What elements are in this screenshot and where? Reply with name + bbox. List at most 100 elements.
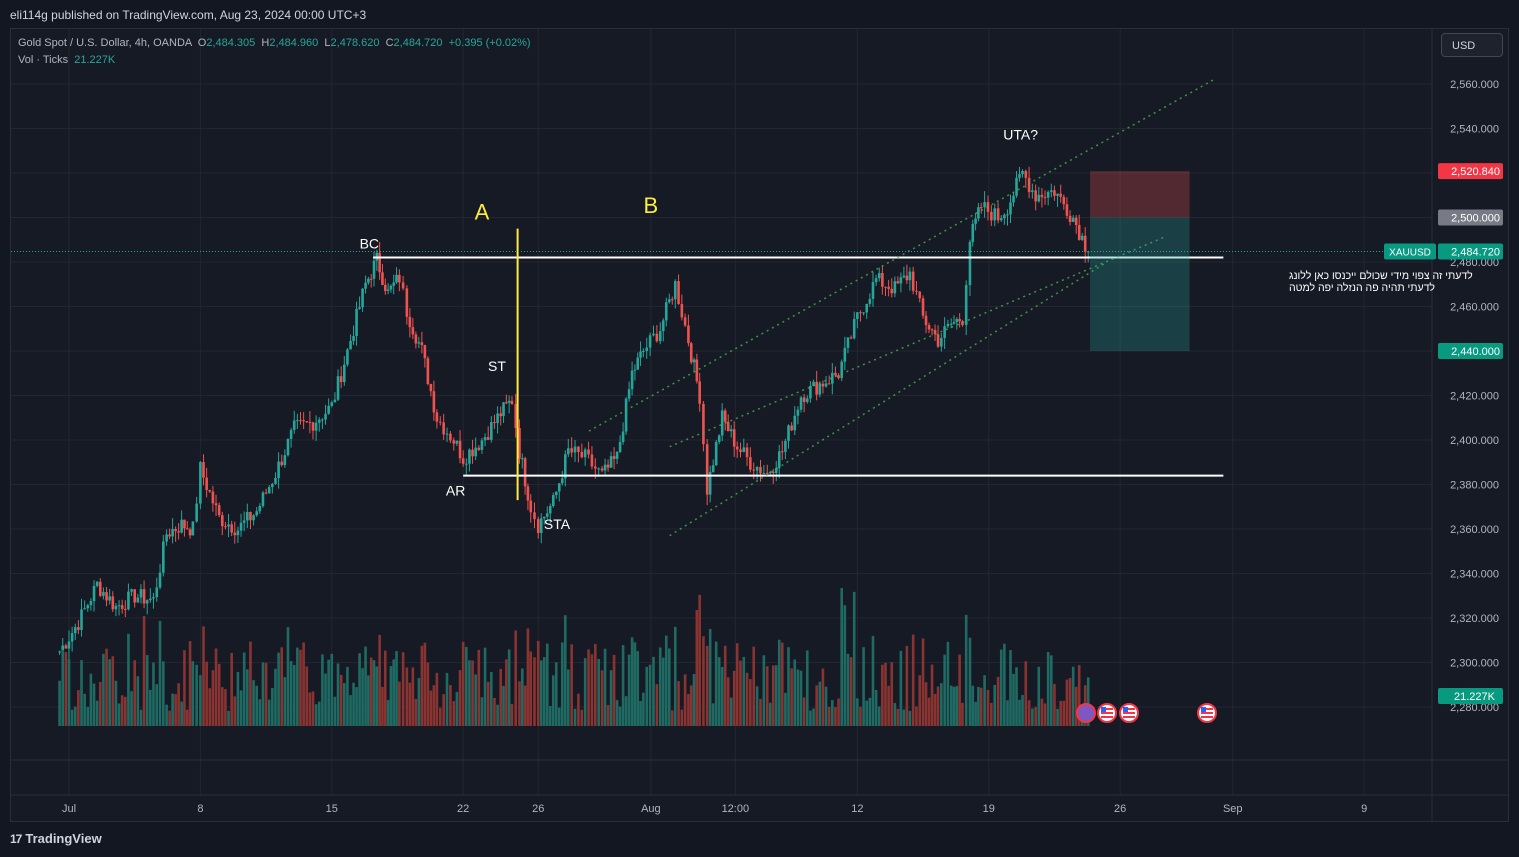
volume-bar [526,628,530,726]
candle-body [496,413,499,424]
candle-body [214,503,218,506]
volume-bar [455,691,459,726]
volume-bar [514,630,518,726]
volume-bar [208,688,212,726]
volume-bar [352,682,355,726]
candle-body [570,448,573,453]
candle-body [896,281,900,284]
volume-bar [557,707,561,726]
volume-bar [594,643,597,726]
candle-body [499,413,503,417]
candle-body [714,441,718,466]
volume-bar [114,680,118,726]
candle-body [233,532,237,536]
candle-body [1003,214,1006,219]
volume-bar [286,627,290,726]
candle-body [392,282,396,286]
symbol-title[interactable]: Gold Spot / U.S. Dollar, 4h, OANDA [18,37,192,49]
volume-bar [1034,706,1037,726]
candle-body [480,440,484,450]
volume-bar [921,638,925,726]
volume-bar [452,701,456,726]
candle-body [105,592,108,601]
candle-body [195,503,198,522]
volume-bar [762,655,766,726]
volume-bar [597,659,600,726]
candle-body [840,361,843,379]
volume-bar [933,693,937,726]
channel-line-lower[interactable] [669,261,1108,537]
tradingview-logo[interactable]: 17 TradingView [10,831,102,846]
volume-bar [799,670,803,726]
candle-body [420,342,424,346]
candle-body [583,449,587,458]
volume-bar [683,674,687,726]
candle-body [1015,177,1018,196]
volume-bar [612,654,616,726]
candle-body [355,308,358,337]
stop-price-label-bg [1438,163,1503,180]
volume-bar [80,660,83,726]
candle-body [127,591,130,610]
annotation-a: A [475,200,490,225]
annotation-st: ST [488,358,506,374]
volume-bar [692,674,696,726]
candle-body [993,208,997,221]
candle-body [461,458,465,464]
volume-bar [67,658,71,726]
currency-button[interactable]: USD [1441,33,1503,57]
candle-body [1021,170,1024,175]
volume-bar [580,709,584,726]
candle-body [940,337,943,347]
channel-line-middle[interactable] [669,236,1164,448]
candle-body [871,282,875,299]
x-tick-label: 8 [197,803,203,815]
flag-stripe-icon [1201,712,1213,714]
candle-body [1074,217,1078,226]
candle-body [277,461,280,479]
volume-bar [667,648,671,726]
candle-body [590,454,594,467]
volume-bar [155,684,159,726]
volume-label[interactable]: Vol · Ticks [18,54,69,66]
candle-body [142,589,146,604]
candle-body [165,534,168,542]
tradingview-logo-icon: 17 [10,832,22,846]
volume-bar [908,710,912,726]
volume-bar [652,656,655,726]
volume-bar [702,636,705,726]
candle-body [802,397,806,402]
candle-body [533,512,536,520]
candle-body [180,519,183,533]
candle-body [445,433,449,435]
candle-body [289,429,293,439]
candle-body [364,282,367,289]
position-target-zone[interactable] [1090,217,1190,352]
volume-bar [358,653,361,726]
candle-body [793,415,797,431]
dividend-event-icon[interactable] [1076,703,1096,723]
volume-bar [408,682,412,726]
candle-body [426,358,430,385]
candle-body [720,410,724,436]
volume-bar [949,685,953,726]
chart-panel[interactable] [10,28,1509,822]
candle-body [330,402,334,406]
y-tick-label: 2,420.000 [1450,391,1499,403]
candle-body [523,458,527,487]
candle-body [815,381,818,395]
volume-last-label: 21.227K [1454,691,1496,703]
volume-bar [227,710,230,726]
volume-bar [274,668,277,726]
candle-body [398,274,401,283]
candle-body [252,515,255,521]
candle-body [171,529,174,537]
candle-body [729,429,733,432]
candle-body [1056,193,1059,196]
position-stop-zone[interactable] [1090,171,1190,218]
volume-bar [149,689,152,726]
y-tick-label: 2,400.000 [1450,435,1499,447]
top-bar: eli114g published on TradingView.com, Au… [0,0,1519,28]
candle-body [834,372,837,376]
